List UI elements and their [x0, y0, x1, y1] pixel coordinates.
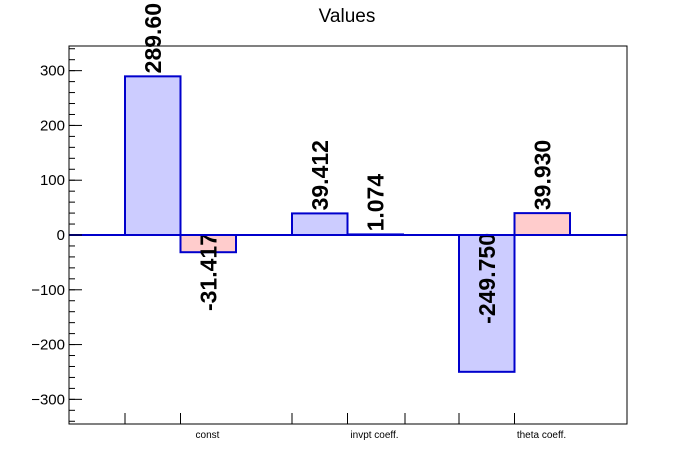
- data-label: 39.930: [529, 140, 555, 210]
- x-category-label: invpt coeff.: [350, 430, 398, 441]
- data-label: 1.074: [362, 174, 388, 232]
- y-tick-label: 100: [40, 172, 65, 189]
- bars-layer: [124, 75, 571, 373]
- x-category-label: theta coeff.: [517, 430, 566, 441]
- bar: [513, 212, 571, 236]
- data-label: -31.417: [195, 233, 221, 311]
- bar: [124, 75, 182, 236]
- data-labels-layer: 289.60 39.412 -249.750 -31.417 1.074 39.930: [140, 3, 556, 324]
- axes-layer: −300 −200 −100 0 100 200 300 const invpt coeff. t…: [31, 45, 628, 441]
- y-tick-label: −100: [31, 282, 65, 299]
- y-tick-label: 300: [40, 63, 65, 80]
- data-label: 39.412: [307, 140, 333, 210]
- y-tick-label: −300: [31, 391, 65, 408]
- y-tick-label: −200: [31, 337, 65, 354]
- bar: [291, 212, 349, 236]
- x-category-label: const: [196, 430, 220, 441]
- y-tick-label: 200: [40, 117, 65, 134]
- bar: [458, 234, 516, 373]
- chart-title: Values: [319, 6, 376, 27]
- data-label: 289.60: [140, 3, 166, 73]
- y-tick-label: 0: [57, 227, 65, 244]
- data-label: -249.750: [474, 233, 500, 324]
